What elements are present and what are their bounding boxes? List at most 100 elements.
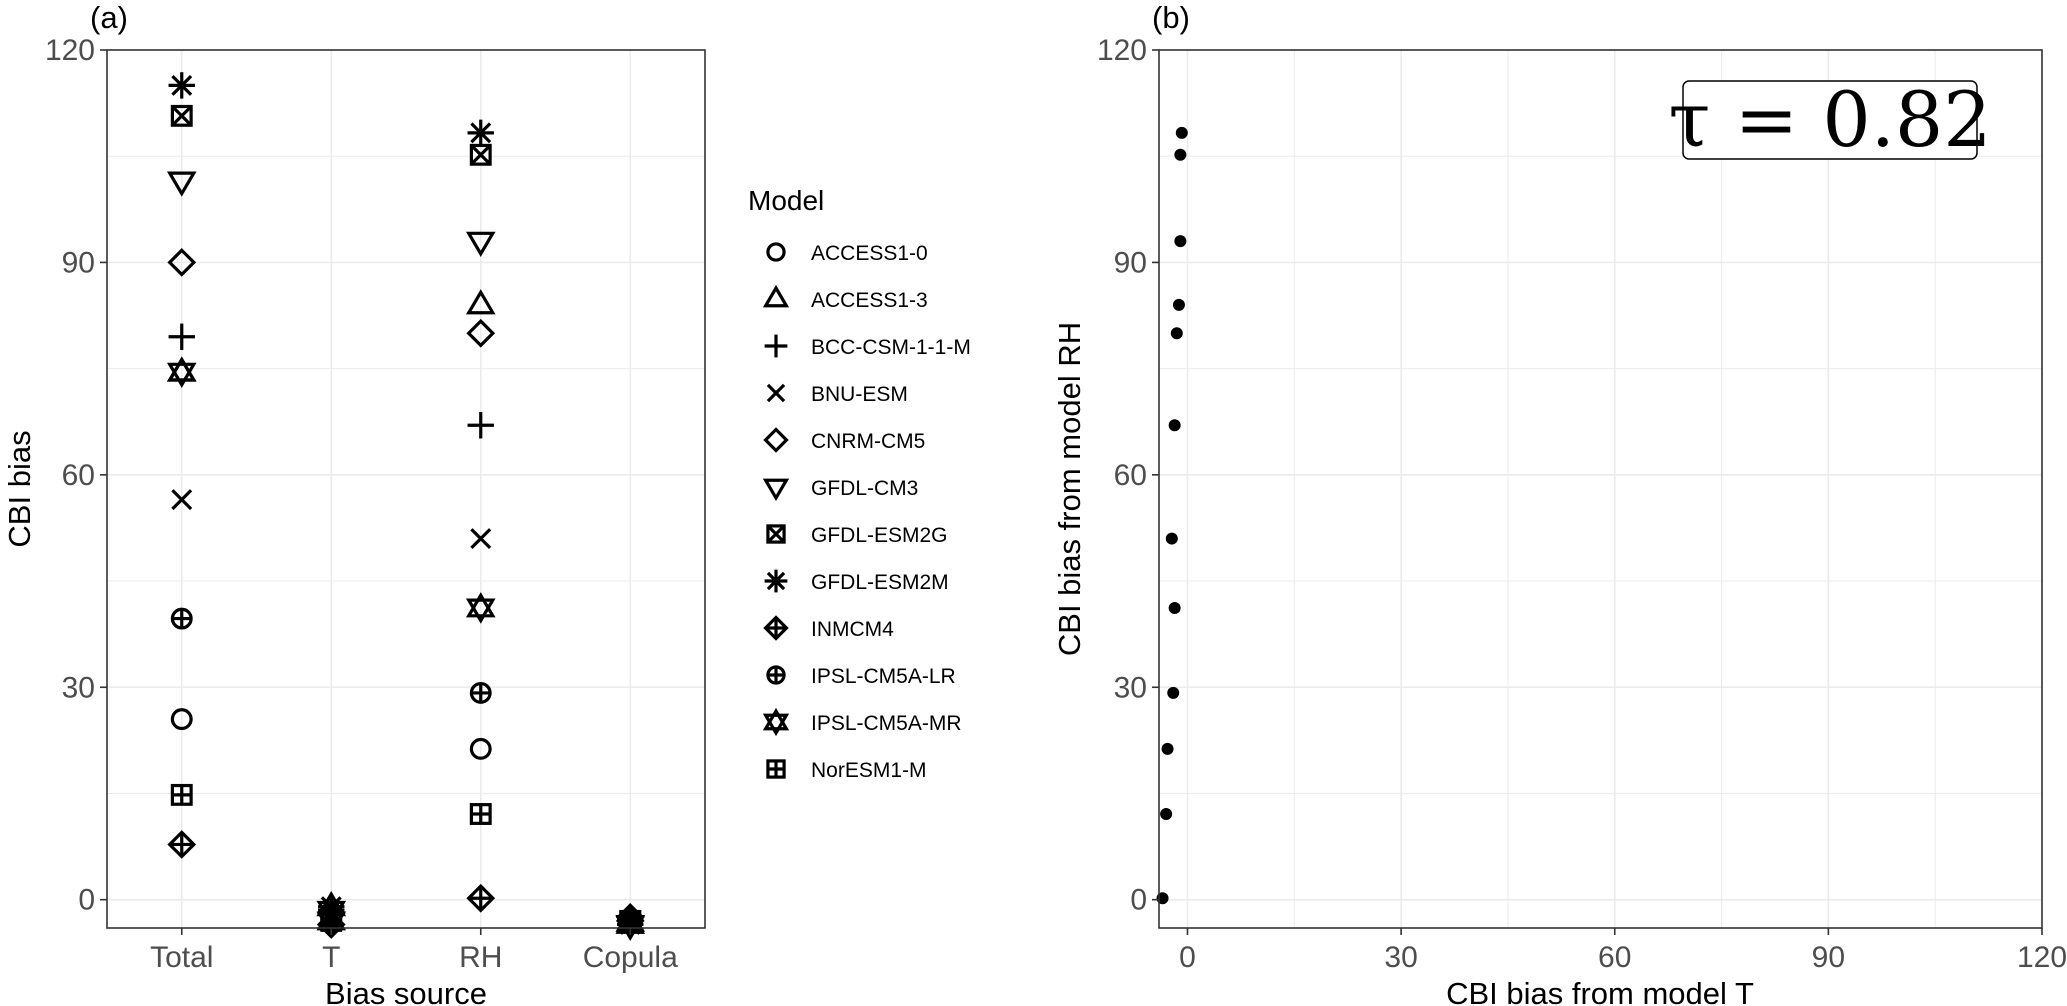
panel-a-label: (a)	[90, 0, 128, 35]
marker-ipsl-cm5a-lr	[469, 681, 492, 704]
legend-item: GFDL-ESM2M	[764, 569, 949, 594]
legend-title: Model	[748, 185, 824, 216]
panel-b-x-ticks: 0 30 60 90 120	[1179, 928, 2067, 974]
legend-key-inmcm4	[763, 615, 789, 641]
panel-a-y-ticks: 0 30 60 90 120	[45, 34, 107, 917]
legend-key-noresm1-m	[766, 759, 786, 779]
panel-a-frame	[106, 49, 706, 929]
legend-key-cnrm-cm5	[763, 427, 789, 453]
marker-noresm1-m	[170, 783, 193, 806]
legend-key-gfdl-esm2m	[764, 569, 788, 593]
scatter-point	[1168, 419, 1181, 432]
y-tick-label: 90	[1114, 246, 1147, 279]
legend-label: GFDL-CM3	[811, 477, 918, 500]
marker-gfdl-esm2m	[467, 119, 494, 147]
legend-item: IPSL-CM5A-MR	[762, 707, 962, 737]
x-tick-label: Total	[150, 941, 213, 974]
x-tick-label: 90	[1812, 941, 1845, 974]
panel-b-gridlines	[1159, 49, 2043, 928]
panel-b-label: (b)	[1152, 0, 1190, 35]
marker-gfdl-esm2m	[168, 72, 195, 99]
legend-label: ACCESS1-3	[811, 289, 928, 312]
y-tick-label: 0	[1130, 884, 1147, 917]
panel-a-gridlines	[107, 49, 705, 928]
tau-annotation-box: τ = 0.82	[1668, 75, 1991, 164]
panel-b-y-ticks: 0 30 60 90 120	[1097, 34, 1159, 917]
scatter-point	[1160, 808, 1173, 821]
legend-item: NorESM1-M	[766, 759, 927, 782]
legend-label: GFDL-ESM2G	[811, 524, 948, 547]
legend-key-gfdl-cm3	[762, 478, 790, 502]
legend-key-ipsl-cm5a-mr	[762, 707, 790, 737]
y-tick-label: 30	[62, 671, 95, 704]
marker-inmcm4	[167, 830, 197, 859]
legend-item: ACCESS1-0	[766, 242, 928, 265]
y-tick-label: 60	[1114, 459, 1147, 492]
marker-noresm1-m	[469, 803, 492, 825]
scatter-point	[1165, 532, 1178, 545]
y-tick-label: 60	[62, 459, 95, 492]
legend-item: BNU-ESM	[766, 383, 908, 406]
scatter-point	[1161, 742, 1174, 755]
y-tick-label: 0	[78, 884, 95, 917]
y-tick-label: 120	[1097, 34, 1147, 67]
marker-gfdl-cm3	[465, 231, 496, 257]
panel-b-points	[1156, 126, 1188, 905]
legend-key-ipsl-cm5a-lr	[766, 665, 786, 685]
panel-b-y-axis-title: CBI bias from model RH	[1052, 322, 1087, 656]
marker-bcc-csm-1-1-m	[467, 412, 494, 439]
panel-a-x-ticks: Total T RH Copula	[150, 928, 678, 974]
marker-ipsl-cm5a-lr	[170, 607, 193, 630]
panel-a-y-axis-title: CBI bias	[2, 430, 37, 547]
x-tick-label: T	[322, 941, 340, 974]
y-tick-label: 30	[1114, 671, 1147, 704]
legend-item: GFDL-CM3	[762, 477, 918, 502]
legend-item: CNRM-CM5	[763, 427, 925, 453]
marker-gfdl-esm2g	[170, 104, 193, 127]
legend-key-gfdl-esm2g	[766, 524, 786, 544]
legend-label: ACCESS1-0	[811, 242, 928, 265]
legend-item: IPSL-CM5A-LR	[766, 665, 956, 688]
legend-key-access1-3	[762, 284, 790, 308]
marker-inmcm4	[466, 883, 496, 913]
legend-label: GFDL-ESM2M	[811, 571, 949, 594]
scatter-point	[1167, 686, 1180, 699]
y-tick-label: 120	[45, 34, 95, 67]
legend-label: IPSL-CM5A-MR	[811, 712, 962, 735]
legend-label: NorESM1-M	[811, 759, 927, 782]
legend-item: BCC-CSM-1-1-M	[764, 334, 971, 359]
x-tick-label: RH	[459, 941, 502, 974]
scatter-point	[1168, 601, 1181, 614]
legend-key-bnu-esm	[766, 383, 786, 403]
legend-item: ACCESS1-3	[762, 284, 928, 312]
legend-label: IPSL-CM5A-LR	[811, 665, 956, 688]
panel-b-frame	[1158, 49, 2043, 929]
panel-a-x-axis-title: Bias source	[325, 976, 487, 1006]
marker-access1-0	[170, 708, 193, 731]
x-tick-label: Copula	[583, 941, 678, 974]
scatter-point	[1170, 327, 1183, 340]
y-tick-label: 90	[62, 246, 95, 279]
legend-item: GFDL-ESM2G	[766, 524, 948, 547]
legend-item: INMCM4	[763, 615, 894, 641]
x-tick-label: 30	[1384, 941, 1417, 974]
marker-bnu-esm	[171, 489, 193, 511]
legend-key-access1-0	[766, 242, 786, 262]
marker-access1-3	[465, 289, 496, 315]
marker-cnrm-cm5	[466, 318, 496, 348]
marker-bcc-csm-1-1-m	[168, 323, 195, 350]
legend-key-bcc-csm-1-1-m	[764, 334, 788, 358]
legend-label: BNU-ESM	[811, 383, 908, 406]
marker-gfdl-cm3	[166, 171, 197, 197]
legend-label: CNRM-CM5	[811, 430, 925, 453]
x-tick-label: 0	[1179, 941, 1196, 974]
scatter-point	[1174, 235, 1187, 248]
scatter-point	[1174, 148, 1187, 161]
x-tick-label: 120	[2017, 941, 2067, 974]
legend-label: INMCM4	[811, 618, 894, 641]
marker-access1-0	[469, 737, 492, 760]
scatter-point	[1175, 126, 1188, 139]
legend-label: BCC-CSM-1-1-M	[811, 336, 971, 359]
marker-ipsl-cm5a-mr	[465, 592, 496, 624]
